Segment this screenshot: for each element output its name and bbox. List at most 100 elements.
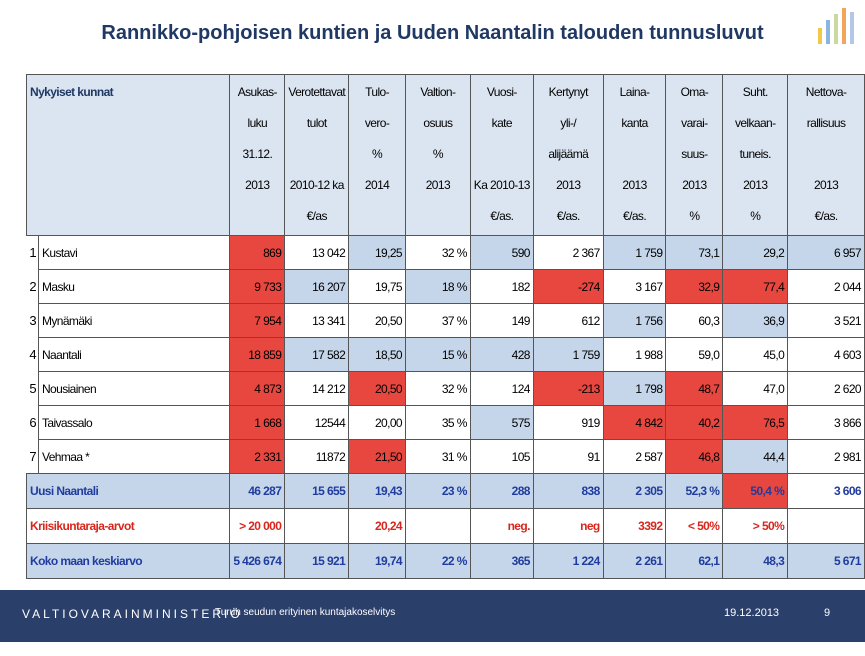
value-cell: 18 859 xyxy=(229,337,286,372)
header-line: % xyxy=(750,209,761,223)
summary-row: Kriisikuntaraja-arvot > 20 000 20,24 neg. ne… xyxy=(25,508,865,544)
value-cell: 15 921 xyxy=(284,543,350,579)
row-number: 7 xyxy=(29,448,36,464)
value-cell: > 20 000 xyxy=(229,508,286,544)
value-cell: 29,2 xyxy=(722,235,789,270)
value-cell: 3 606 xyxy=(787,473,865,509)
value-cell: 4 873 xyxy=(229,371,286,406)
value-cell: 3392 xyxy=(602,508,667,544)
header-cell: Asukas-luku 31.12. 2013 xyxy=(229,74,286,236)
value-cell: 2 305 xyxy=(602,473,667,509)
ministry: VALTIOVARAINMINISTERIÖ xyxy=(22,607,243,621)
table-row: 7 Vehmaa * 2 331 11872 21,50 31 % 105 91 2 587 46… xyxy=(27,439,865,474)
value-cell: 1 756 xyxy=(602,303,667,338)
municipality-name: Taivassalo xyxy=(37,405,231,440)
value-cell: 91 xyxy=(532,439,604,474)
value-cell: 21,50 xyxy=(348,439,406,474)
header-line: 2013 xyxy=(556,178,581,192)
header-line: kate xyxy=(491,116,513,130)
row-number: 5 xyxy=(29,381,36,396)
footer-bar: VALTIOVARAINMINISTERIÖ Turun seudun erit… xyxy=(0,590,865,642)
value-cell: 46 287 xyxy=(229,473,286,509)
value-cell: 3 866 xyxy=(787,405,865,440)
value-cell: 2 261 xyxy=(602,543,667,579)
value-cell: 73,1 xyxy=(665,235,724,270)
value-cell: 13 341 xyxy=(284,303,350,338)
value-cell: 2 367 xyxy=(532,235,604,270)
value-cell: 5 426 674 xyxy=(229,543,286,579)
header-line: 2013 xyxy=(245,178,270,192)
data-table: Nykyiset kunnat Asukas-luku 31.12. 2013 Vero… xyxy=(25,74,865,579)
value-cell: 590 xyxy=(469,235,534,270)
value-cell: 20,50 xyxy=(348,303,406,338)
value-cell: 62,1 xyxy=(665,543,724,579)
value-cell: 77,4 xyxy=(722,269,789,304)
value-cell: 19,75 xyxy=(348,269,406,304)
header-line: tulot xyxy=(306,116,327,130)
value-cell: neg xyxy=(532,508,604,544)
value-cell: 2 620 xyxy=(787,371,865,406)
value-cell: -274 xyxy=(532,269,604,304)
header-line: yli-/ xyxy=(560,116,577,130)
value-cell: 37 % xyxy=(404,303,471,338)
header-line: 2013 xyxy=(425,178,451,192)
header-line: Vuosi- xyxy=(486,85,518,99)
header-line: Valtion- xyxy=(420,85,456,99)
table-row: 6 Taivassalo 1 668 12544 20,00 35 % 575 919 4 84… xyxy=(27,405,865,440)
summary-name: Kriisikuntaraja-arvot xyxy=(25,508,231,544)
header-cell: Nykyiset kunnat xyxy=(25,74,231,236)
header-cell: Kertynyt yli-/ alijäämä 2013 €/as. xyxy=(532,74,604,236)
municipality-name: Masku xyxy=(37,269,231,304)
table-row: 4 Naantali 18 859 17 582 18,50 15 % 428 1 759 1 … xyxy=(27,337,865,372)
value-cell xyxy=(284,508,350,544)
municipality-name: Mynämäki xyxy=(37,303,231,338)
header-line xyxy=(474,139,530,170)
value-cell: 19,74 xyxy=(348,543,406,579)
summary-row: Koko maan keskiarvo 5 426 674 15 921 19,74 2… xyxy=(25,543,865,579)
value-cell: 869 xyxy=(229,235,286,270)
value-cell: 59,0 xyxy=(665,337,724,372)
header-cell: Laina-kanta 2013 €/as. xyxy=(602,74,667,236)
value-cell: 15 655 xyxy=(284,473,350,509)
value-cell: 1 988 xyxy=(602,337,667,372)
value-cell xyxy=(404,508,471,544)
header-line: €/as. xyxy=(490,209,514,223)
header-line: Suht. xyxy=(742,85,769,99)
value-cell: 105 xyxy=(469,439,534,474)
logo-bars xyxy=(818,8,854,44)
value-cell: 46,8 xyxy=(665,439,724,474)
value-cell: 20,50 xyxy=(348,371,406,406)
value-cell: > 50% xyxy=(722,508,789,544)
header-line: kanta xyxy=(621,116,648,130)
header-line: velkaan- xyxy=(734,116,776,130)
header-line: vero- xyxy=(364,116,390,130)
header-cell: Tulo-vero-% 2014 xyxy=(348,74,406,236)
header-line: €/as. xyxy=(814,209,839,223)
header-line: €/as. xyxy=(556,209,581,223)
value-cell: 32,9 xyxy=(665,269,724,304)
value-cell: 182 xyxy=(469,269,534,304)
header-line: Asukas- xyxy=(237,85,278,99)
table-row: 5 Nousiainen 4 873 14 212 20,50 32 % 124 -213 1 … xyxy=(27,371,865,406)
header-line: Ka 2010-13 xyxy=(473,178,531,192)
value-cell: 48,7 xyxy=(665,371,724,406)
row-number: 2 xyxy=(29,279,36,294)
value-cell: 47,0 xyxy=(722,371,789,406)
value-cell: 16 207 xyxy=(284,269,350,304)
value-cell: 2 331 xyxy=(229,439,286,474)
value-cell: 18,50 xyxy=(348,337,406,372)
value-cell: 1 224 xyxy=(532,543,604,579)
summary-name: Koko maan keskiarvo xyxy=(25,543,231,579)
value-cell: 12544 xyxy=(284,405,350,440)
header-line: Laina- xyxy=(619,85,650,99)
value-cell: 9 733 xyxy=(229,269,286,304)
value-cell: 17 582 xyxy=(284,337,350,372)
value-cell: 149 xyxy=(469,303,534,338)
header-line: 31.12. xyxy=(242,147,273,161)
table-row: 1 Kustavi 869 13 042 19,25 32 % 590 2 367 1 759 7… xyxy=(27,235,865,270)
header-line: Kertynyt xyxy=(548,85,589,99)
footer-subtitle: Turun seudun erityinen kuntajakoselvitys xyxy=(215,607,396,618)
header-line: 2010-12 ka xyxy=(289,178,345,192)
header-cell: Oma-varai-suus- 2013% xyxy=(665,74,724,236)
row-number: 1 xyxy=(29,245,36,261)
